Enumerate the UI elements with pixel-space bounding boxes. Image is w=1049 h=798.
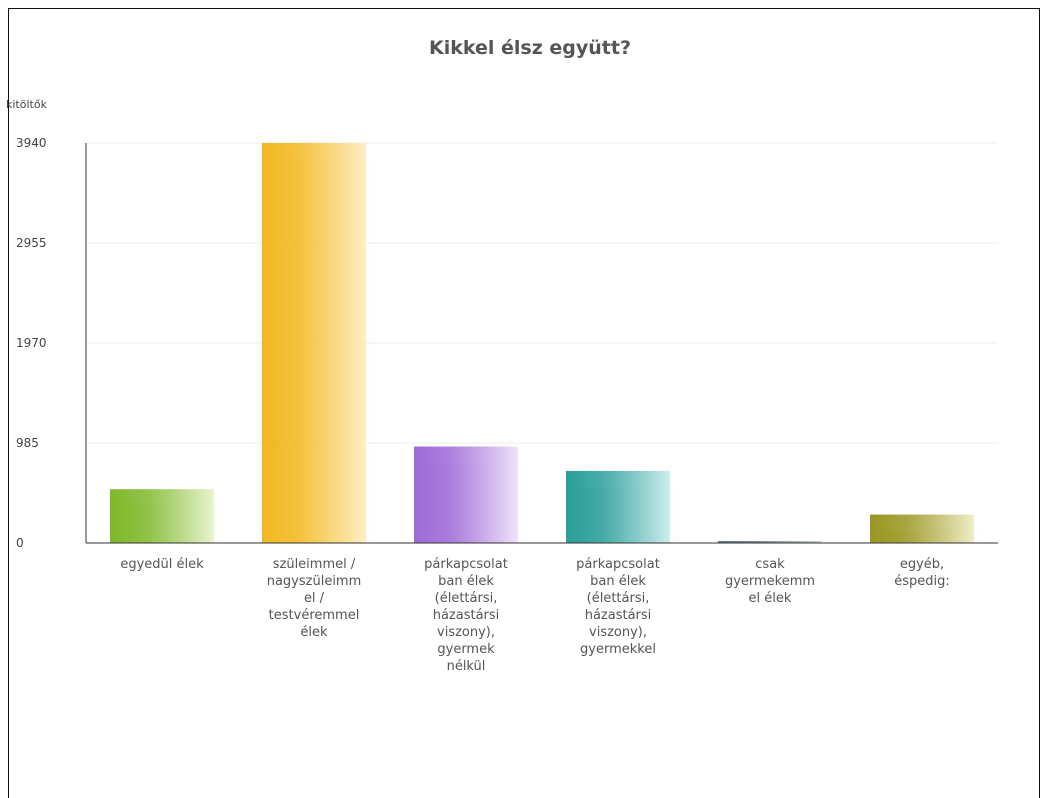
x-category-label: párkapcsolat (576, 557, 660, 572)
x-category-label: gyermek (437, 642, 495, 657)
y-axis-label: kitöltők (6, 98, 48, 111)
bar (566, 471, 670, 543)
x-category-label: párkapcsolat (424, 557, 508, 572)
y-tick-label: 985 (16, 436, 39, 450)
x-category-label: ban élek (590, 574, 646, 589)
bar (870, 515, 974, 543)
x-category-label: házastársi (433, 608, 500, 623)
x-category-label: nélkül (447, 659, 486, 674)
x-category-label: gyermekemm (725, 574, 815, 589)
x-category-label: (élettársi, (435, 591, 498, 606)
grid-layer (86, 143, 998, 443)
x-category-label: gyermekkel (580, 642, 656, 657)
bar (262, 143, 366, 543)
label-layer: egyedül élek szüleimmel / nagyszüleimm el /… (120, 557, 949, 674)
y-tick-label: 1970 (16, 336, 47, 350)
x-category-label: ban élek (438, 574, 494, 589)
bar-chart: Kikkel élsz együtt? kitöltők 0 985 1970 295… (0, 0, 1049, 764)
bar (110, 489, 214, 543)
x-category-label: el / (304, 591, 325, 606)
y-tick-label: 3940 (16, 136, 47, 150)
x-category-label: éspedig: (894, 574, 950, 589)
x-category-label: viszony), (589, 625, 647, 640)
y-tick-label: 0 (16, 536, 24, 550)
y-tick-label: 2955 (16, 236, 47, 250)
x-category-label: élek (300, 625, 328, 640)
bar (414, 447, 518, 543)
chart-title: Kikkel élsz együtt? (429, 37, 631, 59)
x-category-label: nagyszüleimm (267, 574, 362, 589)
x-category-label: csak (755, 557, 785, 572)
x-category-label: házastársi (585, 608, 652, 623)
x-category-label: egyéb, (900, 557, 944, 572)
x-category-label: el élek (749, 591, 792, 606)
x-category-label: testvéremmel (269, 608, 360, 623)
x-category-label: (élettársi, (587, 591, 650, 606)
x-category-label: egyedül élek (120, 557, 204, 572)
x-category-label: viszony), (437, 625, 495, 640)
x-category-label: szüleimmel / (273, 557, 356, 572)
